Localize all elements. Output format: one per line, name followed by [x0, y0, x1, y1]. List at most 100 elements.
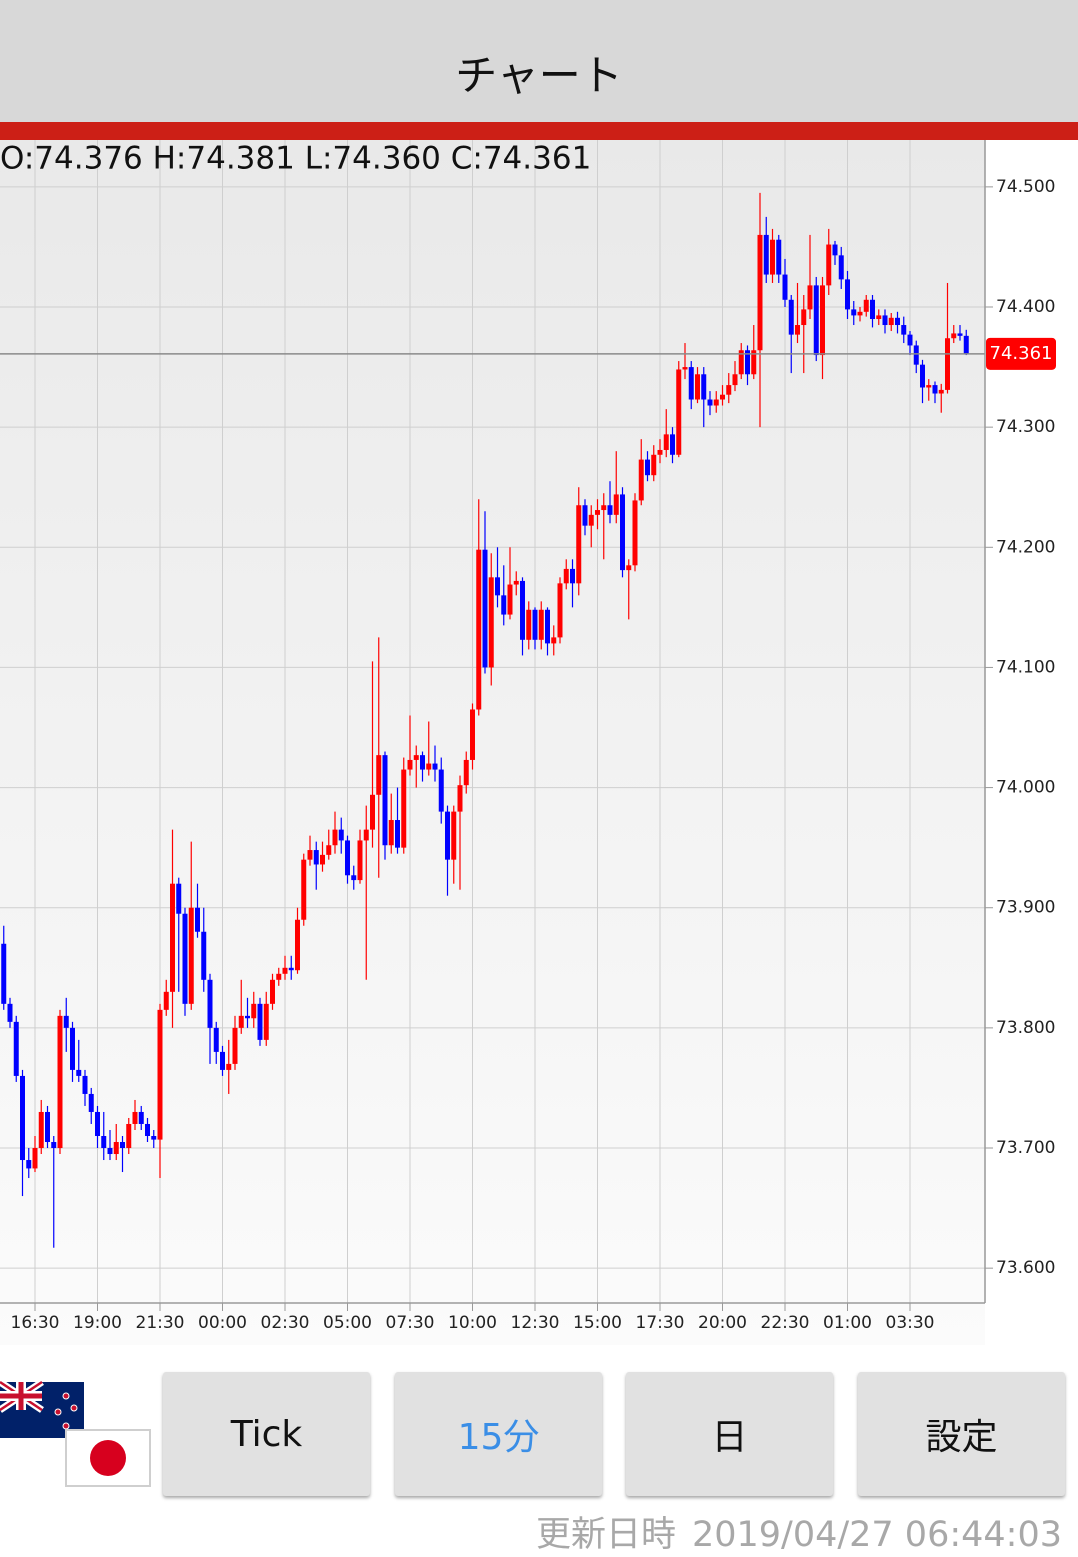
candle-body: [251, 1003, 257, 1019]
candle-body: [638, 459, 644, 501]
candle-body: [232, 1027, 238, 1064]
candle-body: [295, 919, 300, 971]
candle-body: [720, 394, 725, 400]
candle-body: [213, 1027, 219, 1052]
candle-body: [732, 374, 738, 386]
candle-body: [657, 449, 663, 455]
candle-body: [745, 350, 750, 375]
candle-body: [945, 338, 950, 390]
candle-body: [270, 979, 275, 1004]
candle-body: [20, 1075, 25, 1161]
x-tick-label: 03:30: [886, 1313, 935, 1333]
nz-star: [54, 1408, 62, 1416]
candle-body: [763, 234, 769, 275]
candle-body: [276, 973, 282, 980]
accent-bar: [0, 122, 1078, 140]
jp-flag-disc: [90, 1440, 126, 1476]
candle-body: [707, 399, 713, 406]
x-tick-label: 16:30: [11, 1313, 60, 1333]
candle-body: [132, 1111, 138, 1124]
candle-body: [895, 317, 900, 326]
x-tick-label: 20:00: [698, 1313, 747, 1333]
candle-body: [688, 367, 694, 400]
candle-body: [676, 369, 682, 455]
x-tick-label: 05:00: [323, 1313, 372, 1333]
tick-button[interactable]: Tick: [163, 1372, 370, 1496]
candle-body: [326, 845, 332, 855]
candle-body: [282, 967, 288, 974]
settings-button[interactable]: 設定: [858, 1372, 1065, 1496]
candle-body: [332, 829, 338, 846]
candle-body: [445, 811, 450, 860]
candle-body: [245, 1015, 250, 1019]
candle-body: [682, 367, 688, 370]
x-tick-label: 02:30: [261, 1313, 310, 1333]
candle-body: [370, 794, 375, 830]
candle-body: [938, 389, 944, 394]
screen-title: チャート: [455, 51, 623, 100]
candle-body: [626, 565, 632, 571]
candle-body: [413, 755, 419, 760]
candle-body: [301, 859, 307, 920]
top-bar: チャート: [0, 0, 1078, 122]
candle-body: [820, 285, 825, 356]
candle-body: [476, 549, 482, 710]
candle-body: [45, 1111, 50, 1143]
candle-body: [532, 609, 538, 640]
candle-body: [782, 274, 788, 300]
x-tick-label: 00:00: [198, 1313, 247, 1333]
candle-body: [420, 755, 425, 770]
candle-body: [620, 494, 625, 571]
candle-body: [770, 239, 775, 275]
candle-body: [870, 299, 875, 320]
candle-body: [570, 568, 575, 584]
candle-body: [163, 991, 169, 1010]
candle-body: [757, 234, 763, 351]
candle-body: [795, 325, 800, 335]
candle-body: [695, 374, 700, 400]
candle-body: [788, 299, 794, 335]
candle-body: [57, 1015, 63, 1149]
candle-body: [738, 350, 744, 375]
candle-body: [495, 577, 500, 596]
candle-body: [563, 568, 569, 584]
candle-body: [151, 1135, 157, 1140]
candle-body: [726, 385, 732, 395]
candle-body: [901, 325, 907, 335]
candle-body: [663, 434, 669, 450]
candle-body: [432, 763, 438, 770]
candle-body: [845, 279, 850, 310]
last-price-label: 74.361: [990, 343, 1053, 364]
candle-body: [13, 1021, 19, 1076]
15min-button[interactable]: 15分: [395, 1372, 602, 1496]
candle-body: [426, 763, 432, 770]
candle-body: [645, 459, 650, 476]
candle-body: [182, 913, 188, 1004]
x-tick-label: 15:00: [573, 1313, 622, 1333]
candle-body: [807, 285, 813, 310]
x-tick-label: 17:30: [636, 1313, 685, 1333]
x-tick-label: 12:30: [511, 1313, 560, 1333]
candle-body: [838, 255, 844, 280]
candle-body: [863, 299, 869, 312]
candle-body: [526, 609, 532, 640]
candle-body: [920, 364, 925, 388]
candle-body: [188, 907, 194, 1004]
candle-body: [388, 820, 394, 846]
candle-body: [501, 595, 507, 615]
candle-body: [345, 840, 350, 876]
candle-body: [201, 931, 207, 980]
candle-body: [407, 759, 413, 770]
updated-time: 更新日時 2019/04/27 06:44:03: [536, 1506, 1062, 1557]
y-tick-label: 73.900: [996, 898, 1055, 918]
y-tick-label: 74.500: [996, 177, 1055, 197]
candle-body: [376, 755, 382, 795]
day-button[interactable]: 日: [626, 1372, 833, 1496]
chart-background: [0, 140, 1078, 1345]
nz-star: [70, 1404, 78, 1412]
candle-body: [457, 785, 463, 812]
candle-body: [32, 1148, 38, 1169]
candle-body: [76, 1069, 82, 1076]
candle-body: [288, 967, 294, 971]
chart: O:74.376 H:74.381 L:74.360 C:74.361 73.6…: [0, 140, 1078, 1345]
